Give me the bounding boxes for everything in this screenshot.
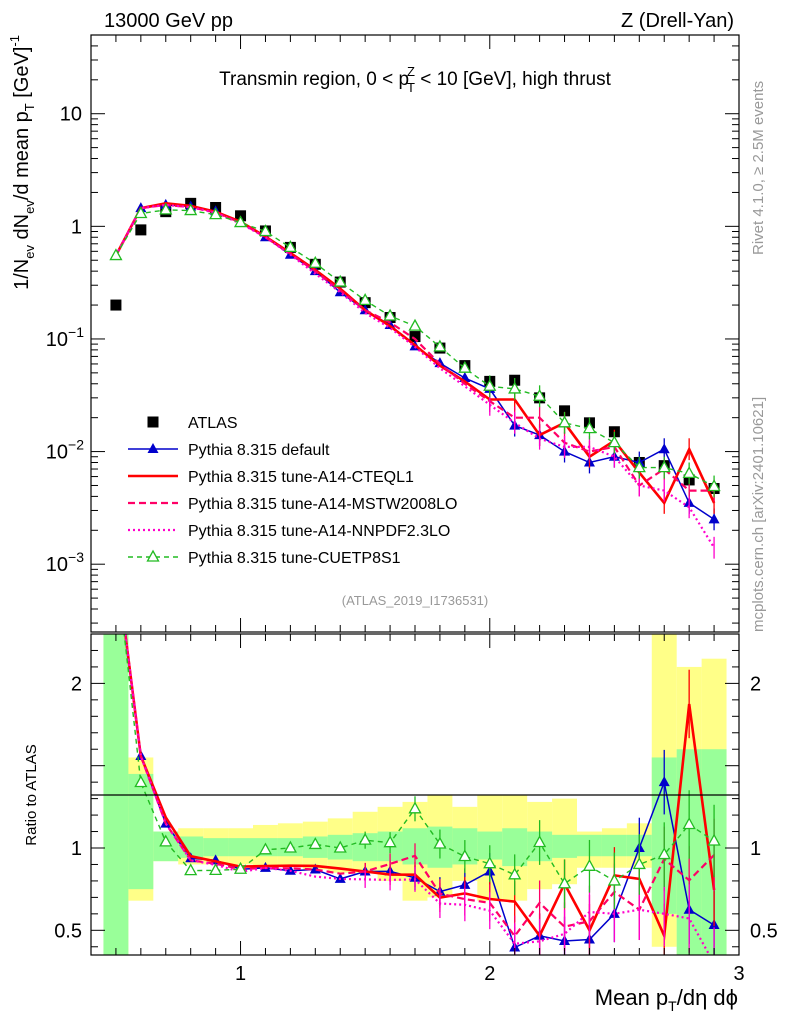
ratio-point — [682, 817, 696, 830]
ratio-point — [383, 835, 397, 848]
ratio-point — [283, 840, 297, 853]
analysis-id: (ATLAS_2019_I1736531) — [342, 593, 488, 608]
data-point — [209, 207, 223, 220]
ratio-tick-label-right: 1 — [750, 838, 761, 860]
data-point — [358, 293, 372, 306]
ratio-band-green — [228, 838, 253, 857]
data-point — [134, 206, 148, 219]
data-point — [135, 224, 147, 236]
ratio-point — [184, 863, 198, 876]
y-tick-label: 10−2 — [46, 437, 84, 464]
ratio-point — [607, 873, 621, 886]
ratio-point — [159, 834, 173, 847]
ratio-point — [408, 801, 422, 814]
ratio-point — [557, 876, 572, 889]
ratio-y-axis-label: Ratio to ATLAS — [23, 744, 40, 845]
ratio-tick-label: 0.5 — [54, 920, 82, 942]
legend-label-5: Pythia 8.315 tune-CUETP8S1 — [188, 550, 401, 567]
data-point — [110, 299, 122, 311]
y-tick-label: 1 — [71, 216, 82, 238]
x-tick-label: 3 — [733, 963, 744, 985]
data-point — [508, 381, 522, 394]
data-point — [184, 203, 198, 216]
ratio-point — [582, 858, 597, 871]
ratio-band-green — [178, 836, 204, 858]
legend-marker-5 — [146, 549, 160, 562]
legend-marker-1 — [147, 443, 159, 453]
data-point — [383, 308, 397, 321]
legend-label-3: Pythia 8.315 tune-A14-MSTW2008LO — [188, 496, 457, 513]
mcplots-label: mcplots.cern.ch [arXiv:2401.10621] — [750, 397, 767, 632]
legend-label-4: Pythia 8.315 tune-A14-NNPDF2.3LO — [188, 523, 450, 540]
data-point — [483, 378, 497, 391]
ratio-point — [358, 832, 372, 845]
ratio-point — [508, 867, 522, 880]
data-point — [233, 215, 248, 228]
data-point — [607, 435, 621, 448]
ratio-tick-label: 2 — [71, 673, 82, 695]
data-point — [408, 318, 422, 331]
data-point — [707, 479, 721, 492]
ratio-point — [657, 847, 671, 860]
data-point — [632, 460, 646, 473]
ratio-point — [632, 857, 646, 870]
data-point — [458, 360, 472, 373]
data-point — [557, 415, 572, 428]
ratio-tick-label: 1 — [71, 838, 82, 860]
ratio-point — [458, 849, 472, 862]
data-point — [582, 421, 597, 434]
data-point — [283, 240, 297, 253]
ratio-point — [258, 842, 273, 855]
legend-label-1: Pythia 8.315 default — [188, 442, 330, 459]
main-series-layer — [109, 197, 721, 559]
y-tick-label: 10 — [60, 104, 82, 126]
data-point — [409, 331, 421, 343]
ratio-point — [483, 856, 497, 869]
chart-title: Transmin region, 0 < pZ T < 10 [GeV], hig… — [219, 64, 611, 95]
data-point — [559, 405, 571, 417]
ratio-band-green — [128, 773, 154, 890]
data-point — [308, 255, 322, 268]
ratio-point — [233, 861, 248, 874]
rivet-label: Rivet 4.1.0, ≥ 2.5M events — [750, 81, 767, 255]
axes-layer: 1 2 3 10 1 10−1 10−2 10−3 0.5 0.5 1 1 2 2 — [46, 34, 778, 985]
series-line-4 — [114, 203, 716, 549]
y-axis-label: 1/Nev dNev/d mean pT [GeV]-1 — [7, 35, 37, 290]
x-tick-label: 2 — [484, 963, 495, 985]
ratio-point — [533, 835, 547, 848]
data-point — [109, 248, 123, 261]
legend-label-2: Pythia 8.315 tune-A14-CTEQL1 — [188, 469, 414, 486]
legend: ATLAS Pythia 8.315 default Pythia 8.315 tu… — [128, 415, 457, 567]
ratio-point — [658, 776, 670, 787]
legend-marker-0 — [147, 416, 159, 428]
ratio-band-green — [552, 834, 577, 858]
ratio-point — [433, 836, 447, 849]
x-axis-label: Mean pT/dη dϕ — [595, 985, 738, 1014]
data-point — [658, 443, 670, 454]
x-tick-label: 1 — [235, 963, 246, 985]
ratio-point — [707, 833, 721, 846]
ratio-tick-label-right: 2 — [750, 673, 761, 695]
data-point — [159, 202, 173, 215]
ratio-point — [333, 840, 347, 853]
data-point — [533, 388, 547, 401]
data-point — [333, 274, 347, 287]
legend-label-0: ATLAS — [188, 415, 238, 432]
ratio-point — [209, 863, 223, 876]
data-point — [682, 466, 696, 479]
data-point — [657, 460, 671, 473]
ratio-point — [134, 775, 148, 788]
ratio-point — [308, 837, 322, 850]
ratio-band-green — [601, 834, 627, 857]
data-point — [433, 339, 447, 352]
header-right: Z (Drell-Yan) — [621, 10, 734, 32]
ratio-band-green — [203, 838, 229, 857]
y-tick-label: 10−3 — [46, 549, 84, 576]
data-point — [708, 513, 720, 524]
data-point — [258, 224, 273, 237]
ratio-tick-label-right: 0.5 — [750, 920, 778, 942]
y-tick-label: 10−1 — [46, 324, 84, 351]
header-left: 13000 GeV pp — [104, 10, 233, 32]
